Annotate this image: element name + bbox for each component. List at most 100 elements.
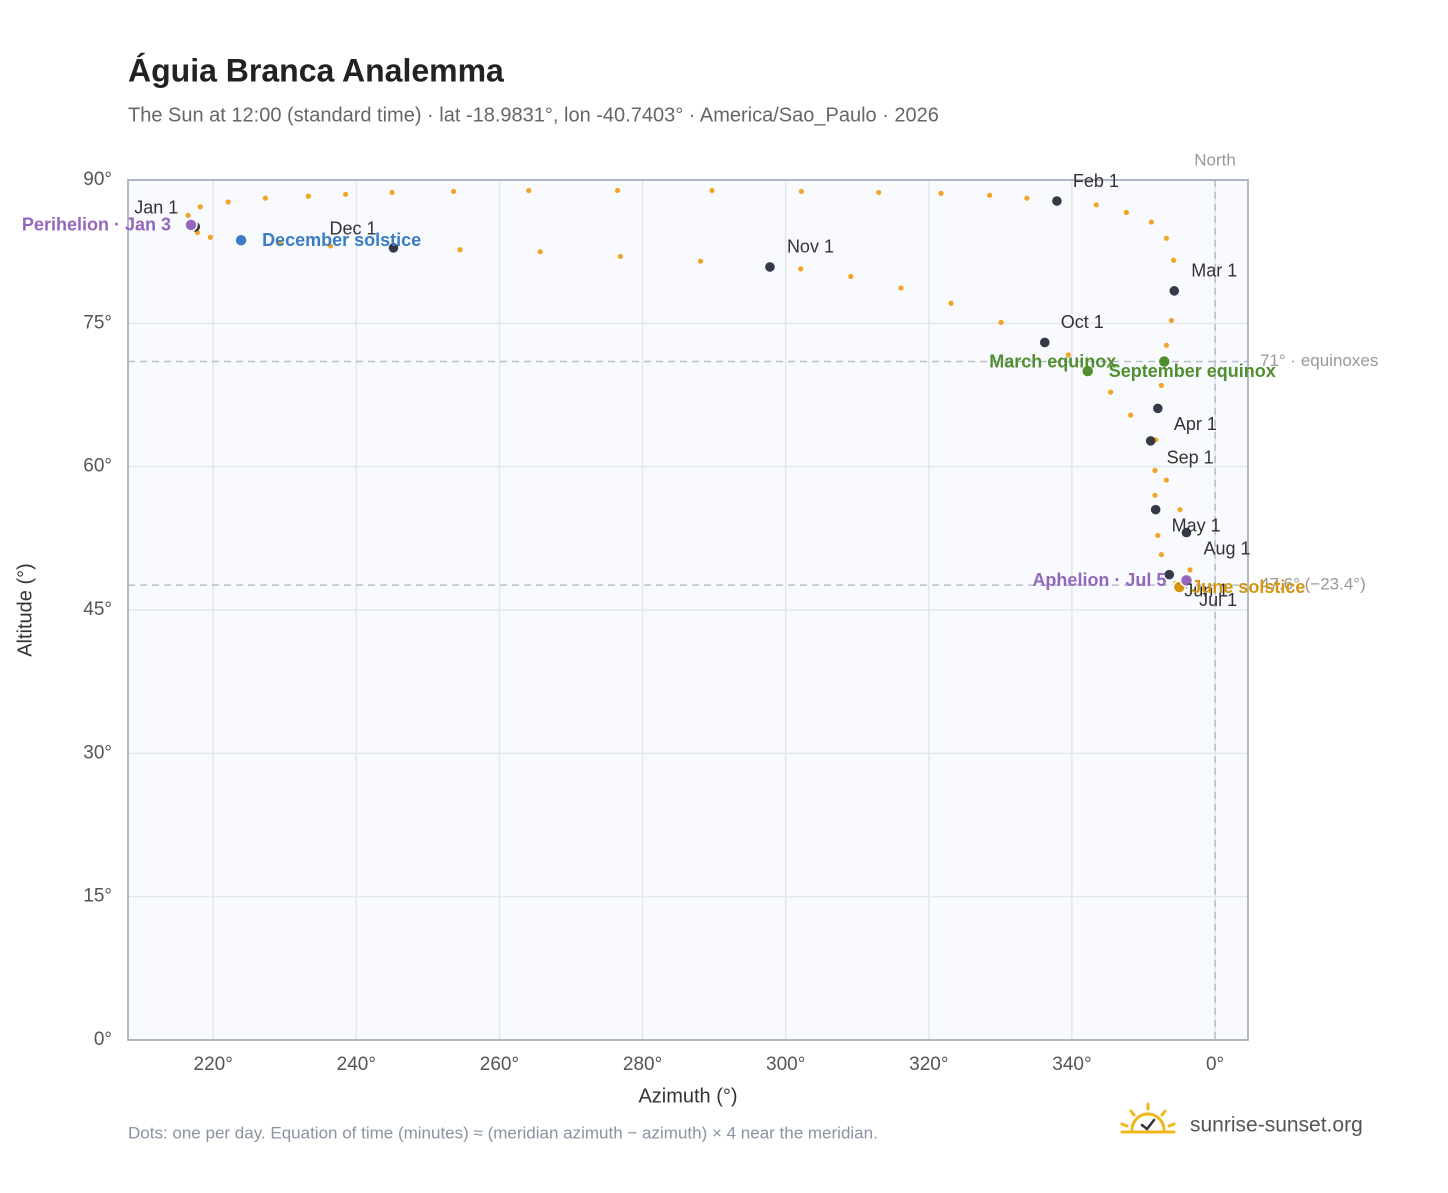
day-dot — [1093, 202, 1099, 208]
day-dot — [1177, 507, 1183, 513]
day-dot — [1163, 342, 1170, 348]
day-dot — [305, 193, 311, 199]
event-label: December solstice — [262, 230, 421, 250]
event-label: March equinox — [989, 351, 1116, 371]
month-label: Sep 1 — [1167, 448, 1214, 468]
event-label: Aphelion · Jul 5 — [1032, 570, 1166, 590]
day-dot — [537, 249, 543, 255]
x-tick-label: 220° — [194, 1054, 233, 1075]
day-dot — [1107, 389, 1114, 395]
month-marker — [1164, 569, 1175, 580]
chart-title: Águia Branca Analemma — [128, 52, 504, 88]
plot-border — [127, 179, 1249, 1041]
day-dot — [1170, 257, 1177, 263]
day-dot — [948, 300, 954, 306]
y-tick-label: 90° — [83, 169, 112, 190]
day-dot — [1128, 412, 1134, 418]
day-dot — [617, 253, 623, 260]
day-dot — [848, 273, 854, 280]
month-label: Jan 1 — [134, 198, 178, 218]
y-tick-label: 75° — [83, 312, 112, 333]
month-marker — [1145, 436, 1156, 446]
day-dot — [998, 319, 1004, 325]
event-marker — [1157, 354, 1172, 369]
day-dot — [1163, 235, 1170, 241]
event-marker — [1080, 364, 1095, 378]
reference-label: 71° · equinoxes — [1260, 351, 1378, 370]
day-dot — [457, 247, 463, 253]
month-label: Nov 1 — [787, 237, 834, 257]
day-dot — [709, 187, 715, 194]
day-dot — [1148, 219, 1154, 225]
day-dot — [262, 195, 269, 201]
month-label: Mar 1 — [1191, 261, 1237, 281]
y-tick-label: 30° — [83, 742, 112, 763]
day-dot — [451, 188, 457, 195]
day-dot — [185, 212, 191, 218]
day-dot — [1187, 567, 1193, 573]
day-dot — [987, 192, 993, 198]
day-dot — [1024, 195, 1030, 201]
month-marker — [1039, 337, 1050, 348]
footnote: Dots: one per day. Equation of time (min… — [128, 1123, 878, 1142]
day-dot — [1168, 317, 1175, 324]
day-dot — [225, 199, 231, 205]
month-marker — [1150, 504, 1161, 515]
month-label: Feb 1 — [1073, 171, 1119, 191]
day-dot — [277, 240, 284, 246]
brand-logo — [1120, 1102, 1176, 1134]
day-dot — [1158, 551, 1165, 558]
month-label: Aug 1 — [1203, 538, 1250, 558]
day-dot — [1152, 467, 1158, 474]
day-dot — [1123, 209, 1129, 216]
month-marker — [388, 243, 399, 253]
event-marker — [234, 233, 248, 247]
x-axis-label: Azimuth (°) — [638, 1085, 737, 1107]
brand-name: sunrise-sunset.org — [1190, 1114, 1363, 1137]
y-tick-label: 45° — [83, 599, 112, 620]
day-dot — [1158, 382, 1165, 389]
month-marker — [1181, 527, 1192, 538]
day-dot — [1155, 532, 1161, 539]
x-tick-label: 0° — [1206, 1054, 1224, 1075]
north-label: North — [1194, 150, 1236, 169]
day-dot — [389, 189, 395, 196]
x-tick-label: 300° — [766, 1054, 805, 1075]
month-marker — [765, 262, 775, 272]
day-dot — [342, 191, 349, 197]
x-tick-label: 260° — [480, 1054, 519, 1075]
month-marker — [1169, 286, 1180, 296]
chart-subtitle: The Sun at 12:00 (standard time) · lat -… — [128, 104, 939, 126]
day-dot — [197, 204, 203, 210]
x-tick-label: 280° — [623, 1054, 662, 1075]
event-label: June solstice — [1191, 577, 1305, 597]
month-label: May 1 — [1172, 515, 1221, 535]
day-dot — [876, 189, 882, 196]
month-label: Oct 1 — [1061, 312, 1104, 332]
day-dot — [1065, 352, 1071, 358]
x-tick-label: 340° — [1052, 1054, 1091, 1075]
month-marker — [1052, 196, 1062, 206]
event-marker — [184, 218, 198, 232]
day-dot — [1163, 477, 1170, 483]
y-axis-label: Altitude (°) — [14, 563, 36, 657]
day-dot — [327, 243, 334, 249]
x-tick-label: 240° — [337, 1054, 376, 1075]
x-tick-label: 320° — [909, 1054, 948, 1075]
month-marker — [1153, 403, 1163, 414]
month-label: Jun 1 — [1184, 580, 1228, 600]
day-dot — [1152, 492, 1158, 498]
day-dot — [614, 187, 621, 194]
event-label: September equinox — [1109, 361, 1276, 381]
event-marker — [1179, 573, 1194, 588]
month-label: Apr 1 — [1174, 414, 1217, 434]
day-dot — [207, 234, 213, 240]
month-label: Jul 1 — [1199, 590, 1237, 610]
reference-label: 47.6° (−23.4°) — [1260, 575, 1366, 594]
day-dot — [526, 187, 532, 194]
month-label: Dec 1 — [329, 219, 376, 239]
day-dot — [938, 190, 944, 196]
event-label: Perihelion · Jan 3 — [22, 215, 171, 235]
day-dot — [898, 285, 904, 291]
